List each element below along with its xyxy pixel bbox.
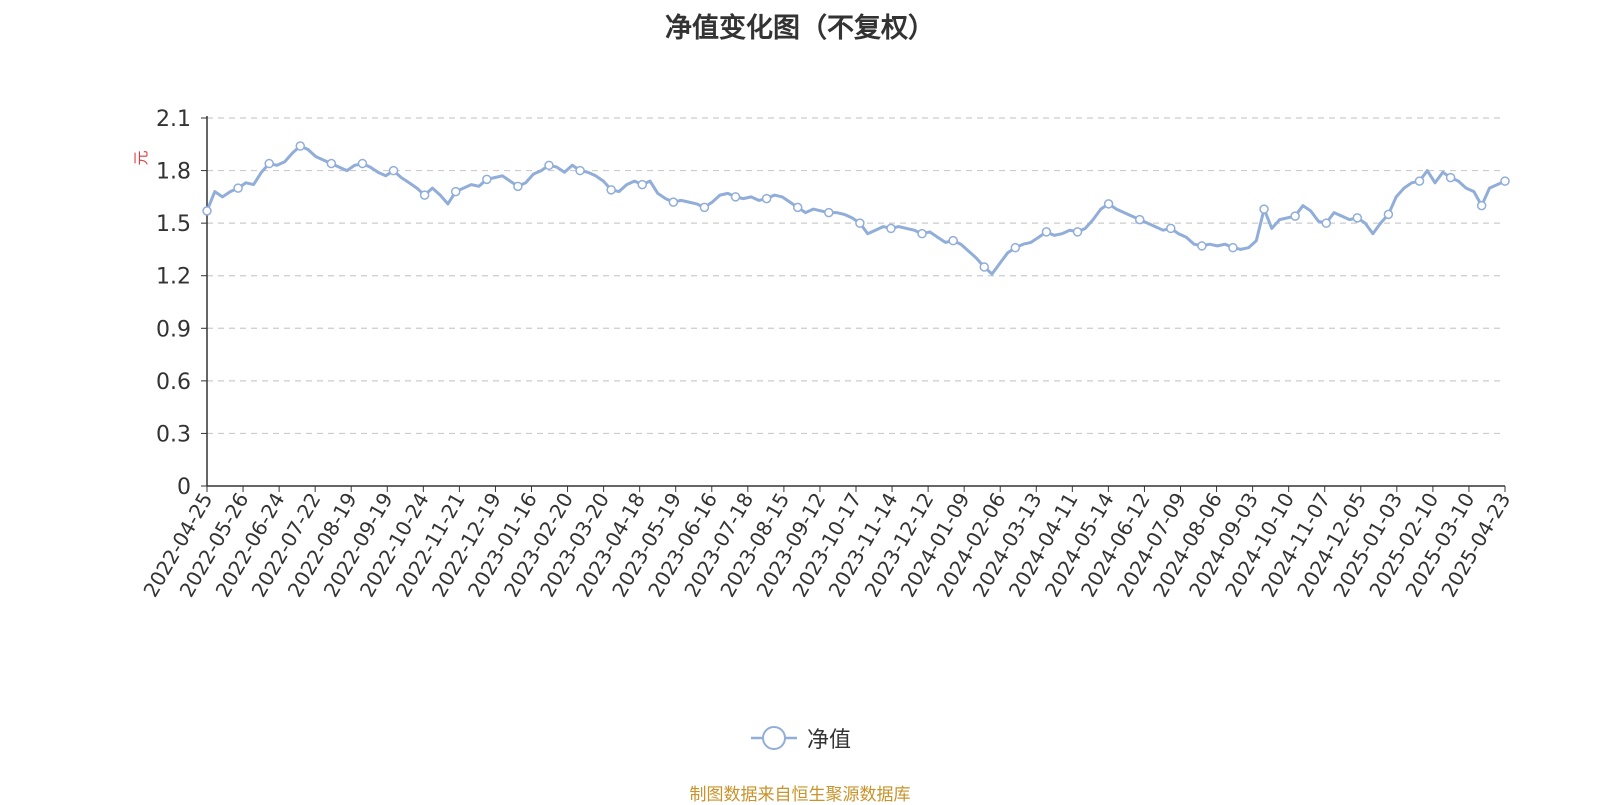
- y-tick-label: 0: [177, 475, 191, 500]
- data-point[interactable]: [1228, 242, 1238, 253]
- data-source-note: 制图数据来自恒生聚源数据库: [689, 785, 911, 805]
- data-point[interactable]: [637, 179, 648, 190]
- data-point[interactable]: [792, 202, 803, 213]
- data-point[interactable]: [202, 206, 212, 216]
- data-point[interactable]: [1414, 176, 1425, 186]
- y-tick-label: 0.3: [156, 422, 191, 447]
- chart-title: 净值变化图（不复权）: [665, 13, 935, 44]
- data-point[interactable]: [295, 141, 306, 151]
- data-point[interactable]: [1500, 176, 1510, 186]
- data-point[interactable]: [1072, 227, 1083, 237]
- data-point[interactable]: [1259, 204, 1269, 214]
- data-point[interactable]: [761, 193, 772, 204]
- data-point[interactable]: [1197, 241, 1207, 251]
- legend[interactable]: 净值: [0, 722, 1600, 754]
- data-point[interactable]: [917, 228, 927, 239]
- data-point[interactable]: [1321, 218, 1331, 228]
- data-point[interactable]: [482, 174, 492, 185]
- series-net-value: [202, 141, 1510, 276]
- data-point[interactable]: [1383, 209, 1394, 220]
- y-tick-label: 0.9: [156, 317, 191, 342]
- y-tick-label: 0.6: [156, 370, 191, 395]
- data-point[interactable]: [948, 235, 958, 246]
- x-tick-labels: 2022-04-252022-05-262022-06-242022-07-22…: [138, 489, 1515, 602]
- legend-label: 净值: [806, 728, 851, 753]
- grid-lines: [207, 117, 1505, 435]
- data-point[interactable]: [357, 158, 368, 169]
- data-point[interactable]: [1166, 223, 1176, 234]
- data-point[interactable]: [606, 185, 616, 195]
- data-point[interactable]: [326, 158, 337, 169]
- data-point[interactable]: [575, 165, 585, 176]
- data-point[interactable]: [855, 218, 865, 228]
- y-tick-label: 2.1: [156, 107, 191, 132]
- data-point[interactable]: [264, 158, 274, 169]
- y-tick-label: 1.8: [156, 160, 191, 185]
- legend-line-circle-icon: [750, 726, 797, 750]
- data-point[interactable]: [1010, 242, 1021, 253]
- series-line: [205, 144, 1506, 276]
- data-point[interactable]: [699, 202, 710, 213]
- data-point[interactable]: [1134, 214, 1145, 225]
- y-tick-label: 1.2: [156, 265, 191, 290]
- y-axis-label: 元: [132, 150, 150, 165]
- data-point[interactable]: [1290, 211, 1300, 221]
- data-point[interactable]: [730, 192, 741, 202]
- data-point[interactable]: [450, 186, 461, 197]
- data-point[interactable]: [824, 207, 834, 218]
- data-point[interactable]: [1352, 213, 1363, 223]
- data-point[interactable]: [1103, 199, 1114, 209]
- data-point[interactable]: [233, 183, 243, 193]
- data-point[interactable]: [544, 160, 554, 171]
- data-point[interactable]: [513, 181, 523, 192]
- data-point[interactable]: [1041, 227, 1052, 237]
- data-point[interactable]: [668, 197, 679, 207]
- data-point[interactable]: [979, 262, 989, 272]
- data-point[interactable]: [1445, 172, 1456, 183]
- data-point[interactable]: [886, 223, 896, 234]
- data-point[interactable]: [1476, 200, 1487, 211]
- data-point[interactable]: [388, 165, 399, 176]
- y-tick-labels: 0 0.3 0.6 0.9 1.2 1.5 1.8 2.1: [156, 107, 191, 500]
- axes: [201, 116, 1506, 492]
- data-point[interactable]: [419, 190, 430, 200]
- y-tick-label: 1.5: [156, 212, 191, 237]
